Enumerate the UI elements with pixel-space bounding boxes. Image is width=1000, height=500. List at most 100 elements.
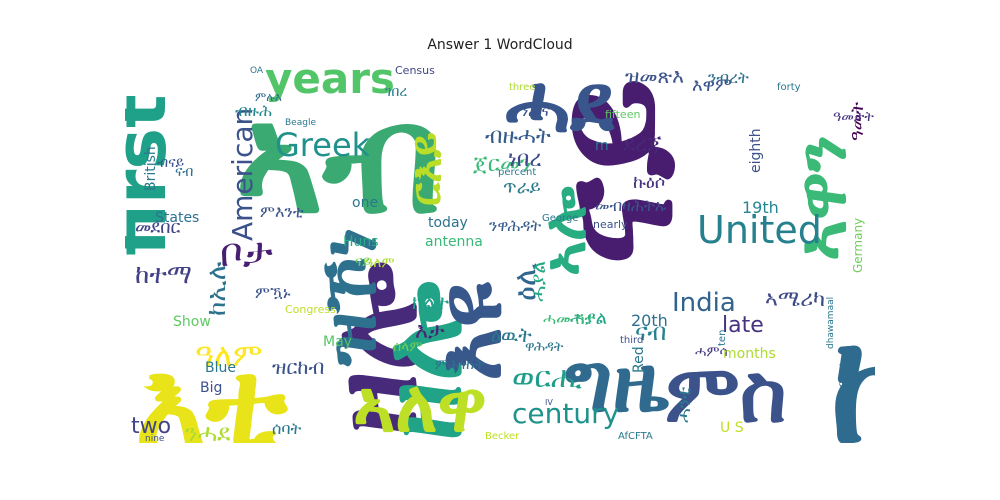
word-61: ሰላም <box>393 339 422 355</box>
word-6: እዩ <box>417 282 522 381</box>
word-89: Census <box>395 64 435 77</box>
word-90: Congress <box>285 303 336 316</box>
word-63: መብዛሕትኡ <box>595 196 667 215</box>
word-21: ርእይ <box>401 132 450 206</box>
word-15: years <box>265 61 395 103</box>
word-43: ዝርከብ <box>272 355 324 379</box>
word-87: U S <box>720 420 744 436</box>
word-60: ንዋሕዳት <box>489 216 541 235</box>
word-17: ዓመት <box>847 102 868 141</box>
word-38: ንሓደ <box>185 419 230 443</box>
word-96: percent <box>498 167 536 178</box>
word-83: eighth <box>748 128 764 173</box>
word-44: ጥራይ <box>503 177 541 198</box>
word-72: ናይ <box>355 254 371 270</box>
word-27: ከኢሉ <box>202 261 232 316</box>
word-58: መደበር <box>135 217 181 238</box>
word-9: ግዜ <box>565 336 669 431</box>
word-64: ምእንቲ <box>260 202 304 221</box>
word-40: ገበረ <box>385 84 407 100</box>
word-28: ወርሒ <box>512 360 582 395</box>
word-52: 19th <box>742 198 779 217</box>
word-95: George <box>542 213 578 224</box>
word-65: ሰባት <box>272 419 302 438</box>
word-105: dhawamaal <box>826 297 836 349</box>
word-54: ዓመታት <box>833 109 874 125</box>
word-81: Big <box>200 380 222 396</box>
word-56: ኣፍሪቃ <box>834 360 851 396</box>
word-25: India <box>672 288 736 318</box>
word-55: ዕዉት <box>491 323 532 347</box>
word-13: ኣሎ <box>530 186 600 276</box>
word-49: ሓያል <box>526 261 550 302</box>
word-7: ዝኾነ <box>305 227 393 367</box>
word-57: ሓሙሽተ <box>543 309 596 328</box>
word-33: ደረጃ <box>623 132 662 157</box>
word-59: ናብ <box>175 164 193 180</box>
word-39: ሓንቲ <box>674 387 695 423</box>
word-88: m <box>595 138 609 154</box>
word-73: States <box>155 210 199 226</box>
word-22: Greek <box>275 126 371 164</box>
word-16: United <box>697 208 822 252</box>
word-3: እቲ <box>135 336 288 443</box>
word-50: ንብረት <box>708 68 749 87</box>
word-36: two <box>131 414 171 439</box>
word-8: ኣለዋ <box>353 364 487 443</box>
word-62: ሓምሳ <box>695 344 728 360</box>
word-32: ዝመጽእ <box>625 64 684 88</box>
word-18: ዕሊ <box>508 263 543 301</box>
word-92: forty <box>777 82 801 93</box>
word-2: ከም <box>830 303 875 443</box>
word-45: ብዙሕ <box>235 101 272 120</box>
word-67: ምሕዝነት <box>435 357 485 373</box>
word-10: ምስ <box>665 347 787 440</box>
word-97: third <box>620 335 643 346</box>
word-76: Huns <box>343 234 379 250</box>
word-94: nearly <box>593 218 628 231</box>
word-74: British <box>143 146 159 191</box>
word-99: nine <box>145 434 165 443</box>
word-46: ኩዕሶ <box>633 172 665 193</box>
word-75: antenna <box>425 234 483 250</box>
word-103: Beagle <box>285 118 316 128</box>
word-85: months <box>723 346 776 362</box>
word-79: May <box>323 334 352 350</box>
word-11: ሓደ <box>505 61 615 150</box>
word-35: ናብ <box>635 318 666 346</box>
chart-title: Answer 1 WordCloud <box>427 37 573 53</box>
word-20: ቦታ <box>220 230 273 276</box>
word-48: ሓያል <box>570 308 607 329</box>
word-82: Show <box>173 314 211 330</box>
word-24: century <box>512 397 619 430</box>
word-102: AfCFTA <box>618 431 653 442</box>
word-41: ክልተ <box>412 290 449 314</box>
word-80: Blue <box>205 360 236 376</box>
word-66: ዋሕዳት <box>525 339 564 355</box>
word-23: American <box>226 108 259 241</box>
word-19: ዓለም <box>195 336 263 374</box>
word-69: ብናይ <box>157 155 185 171</box>
word-53: 20th <box>631 311 668 330</box>
word-98: ten <box>717 330 728 346</box>
word-101: Becker <box>485 431 520 442</box>
word-84: Germany <box>851 218 865 273</box>
word-37: late <box>722 313 764 338</box>
word-4: ዘሎ <box>305 262 444 436</box>
word-30: ኣሜሪካ <box>765 287 825 312</box>
word-0: ኣብ <box>235 73 442 247</box>
word-42: እታ <box>415 319 445 344</box>
word-47: እዋም <box>692 75 732 96</box>
word-77: one <box>352 195 378 211</box>
word-104: OA <box>250 66 264 76</box>
wordcloud-svg: ኣብናይከምእቲዘሎዘሎእዩዝኾነኣለዋግዜምስሓደኣዋንኣሎfirstyear… <box>125 61 875 443</box>
word-51: ንሕና <box>520 101 550 120</box>
word-68: ዓለም <box>365 255 395 271</box>
word-86: Red <box>631 346 647 373</box>
word-93: three <box>509 82 535 93</box>
wordcloud-canvas: ኣብናይከምእቲዘሎዘሎእዩዝኾነኣለዋግዜምስሓደኣዋንኣሎfirstyear… <box>125 61 875 443</box>
word-5: ዘሎ <box>358 281 486 441</box>
word-14: first <box>125 94 182 256</box>
word-34: ነበረ <box>508 147 542 172</box>
word-78: today <box>428 215 468 231</box>
